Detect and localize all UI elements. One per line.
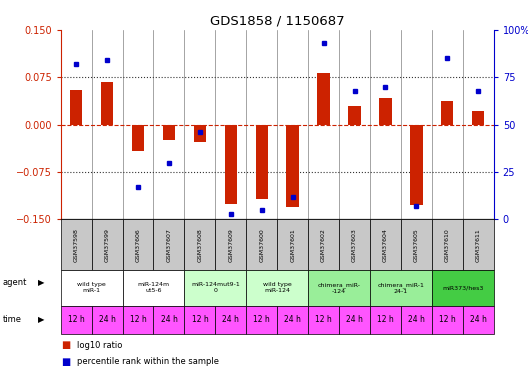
Bar (61, 306, 92, 334)
Bar (256, 124, 268, 199)
Bar (317, 73, 330, 124)
Bar (401, 219, 432, 270)
Text: wild type
miR-1: wild type miR-1 (77, 282, 106, 293)
Text: GSM37607: GSM37607 (166, 228, 172, 262)
Bar (379, 98, 392, 124)
Bar (163, 124, 175, 141)
Bar (432, 270, 494, 306)
Bar (154, 219, 184, 270)
Bar (184, 306, 215, 334)
Bar (277, 306, 308, 334)
Text: 24 h: 24 h (408, 315, 425, 324)
Text: GSM37606: GSM37606 (136, 228, 140, 262)
Bar (92, 306, 122, 334)
Text: percentile rank within the sample: percentile rank within the sample (77, 357, 219, 366)
Text: chimera_miR-
-124: chimera_miR- -124 (317, 282, 361, 294)
Text: 12 h: 12 h (377, 315, 394, 324)
Bar (410, 124, 422, 206)
Text: GSM37608: GSM37608 (197, 228, 202, 262)
Text: wild type
miR-124: wild type miR-124 (263, 282, 291, 293)
Bar (122, 219, 154, 270)
Bar (70, 90, 82, 124)
Text: 12 h: 12 h (192, 315, 208, 324)
Bar (61, 219, 92, 270)
Text: ▶: ▶ (38, 278, 44, 287)
Text: chimera_miR-1
24-1: chimera_miR-1 24-1 (378, 282, 425, 294)
Text: 12 h: 12 h (253, 315, 270, 324)
Bar (122, 270, 184, 306)
Bar (432, 219, 463, 270)
Text: GSM37604: GSM37604 (383, 228, 388, 262)
Text: miR-124m
ut5-6: miR-124m ut5-6 (137, 282, 169, 293)
Bar (441, 101, 454, 124)
Text: GSM37598: GSM37598 (74, 228, 79, 262)
Text: GSM37600: GSM37600 (259, 228, 264, 262)
Text: 12 h: 12 h (439, 315, 456, 324)
Text: miR373/hes3: miR373/hes3 (442, 285, 484, 290)
Text: 24 h: 24 h (284, 315, 301, 324)
Bar (339, 306, 370, 334)
Text: 12 h: 12 h (68, 315, 84, 324)
Bar (370, 270, 432, 306)
Text: agent: agent (3, 278, 27, 287)
Bar (246, 219, 277, 270)
Bar (308, 306, 339, 334)
Bar (154, 306, 184, 334)
Text: 24 h: 24 h (99, 315, 116, 324)
Bar (287, 124, 299, 207)
Text: log10 ratio: log10 ratio (77, 340, 122, 350)
Bar (132, 124, 144, 151)
Text: 24 h: 24 h (470, 315, 487, 324)
Text: ■: ■ (61, 357, 70, 367)
Bar (246, 270, 308, 306)
Text: 24 h: 24 h (161, 315, 177, 324)
Bar (463, 306, 494, 334)
Bar (277, 219, 308, 270)
Bar (463, 219, 494, 270)
Bar (184, 219, 215, 270)
Text: ▶: ▶ (38, 315, 44, 324)
Bar (308, 219, 339, 270)
Text: 12 h: 12 h (315, 315, 332, 324)
Bar (61, 270, 122, 306)
Bar (184, 270, 246, 306)
Bar (348, 106, 361, 124)
Bar (401, 306, 432, 334)
Text: GSM37601: GSM37601 (290, 228, 295, 262)
Bar (246, 306, 277, 334)
Bar (101, 82, 114, 124)
Bar (215, 219, 246, 270)
Text: 24 h: 24 h (346, 315, 363, 324)
Bar (215, 306, 246, 334)
Text: GSM37610: GSM37610 (445, 228, 450, 262)
Bar (370, 306, 401, 334)
Text: ■: ■ (61, 340, 70, 350)
Bar (224, 124, 237, 204)
Bar (339, 219, 370, 270)
Text: time: time (3, 315, 22, 324)
Text: GSM37602: GSM37602 (321, 228, 326, 262)
Text: 24 h: 24 h (222, 315, 239, 324)
Text: GSM37599: GSM37599 (105, 228, 110, 262)
Text: GSM37605: GSM37605 (414, 228, 419, 262)
Bar (472, 111, 484, 125)
Text: 12 h: 12 h (130, 315, 146, 324)
Bar (370, 219, 401, 270)
Bar (432, 306, 463, 334)
Bar (122, 306, 154, 334)
Text: miR-124mut9-1
0: miR-124mut9-1 0 (191, 282, 240, 293)
Text: GSM37603: GSM37603 (352, 228, 357, 262)
Bar (308, 270, 370, 306)
Bar (92, 219, 122, 270)
Bar (194, 124, 206, 142)
Text: GDS1858 / 1150687: GDS1858 / 1150687 (210, 15, 344, 28)
Text: GSM37611: GSM37611 (476, 228, 480, 262)
Text: GSM37609: GSM37609 (228, 228, 233, 262)
